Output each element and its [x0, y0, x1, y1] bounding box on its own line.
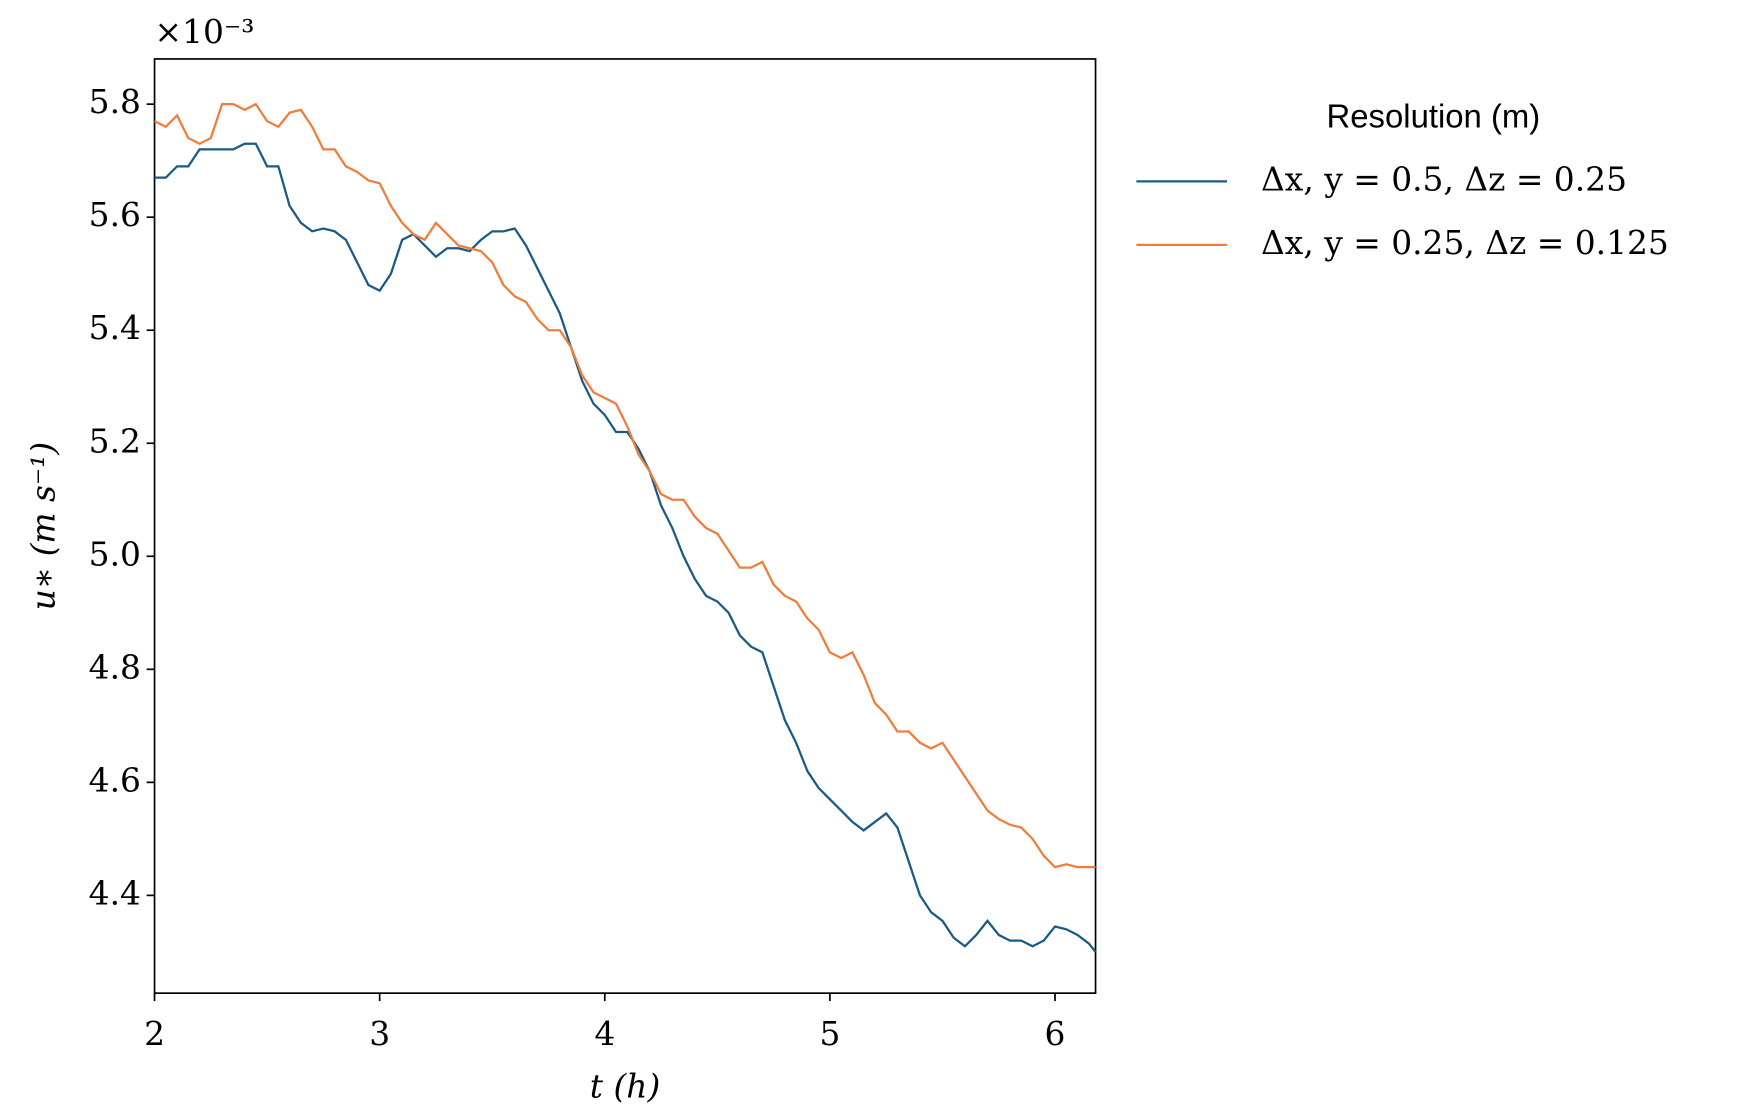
x-tick-label: 5	[819, 1014, 840, 1053]
y-tick-label: 5.2	[89, 421, 141, 460]
y-tick-label: 5.0	[89, 534, 141, 573]
x-tick-label: 3	[369, 1014, 390, 1053]
series-line	[154, 102, 1096, 869]
y-tick-label: 5.4	[89, 308, 141, 347]
x-tick-label: 2	[144, 1014, 165, 1053]
y-tick-label: 5.6	[89, 195, 141, 234]
legend-title: Resolution (m)	[1327, 98, 1541, 135]
y-tick-label: 4.6	[89, 760, 141, 799]
legend-label: Δx, y = 0.5, Δz = 0.25	[1261, 159, 1627, 198]
legend-label: Δx, y = 0.25, Δz = 0.125	[1261, 223, 1669, 262]
x-tick-label: 4	[594, 1014, 615, 1053]
x-axis-label: t (h)	[590, 1066, 660, 1105]
series-line	[154, 142, 1097, 953]
axes-frame	[153, 58, 1097, 995]
y-tick-label: 5.8	[89, 82, 141, 121]
y-tick-label: 4.4	[89, 873, 141, 912]
y-axis-label: u∗ (m s⁻¹)	[24, 442, 63, 611]
y-offset-label: ×10⁻³	[155, 12, 255, 51]
x-tick-label: 6	[1045, 1014, 1066, 1053]
y-tick-label: 4.8	[89, 647, 141, 686]
